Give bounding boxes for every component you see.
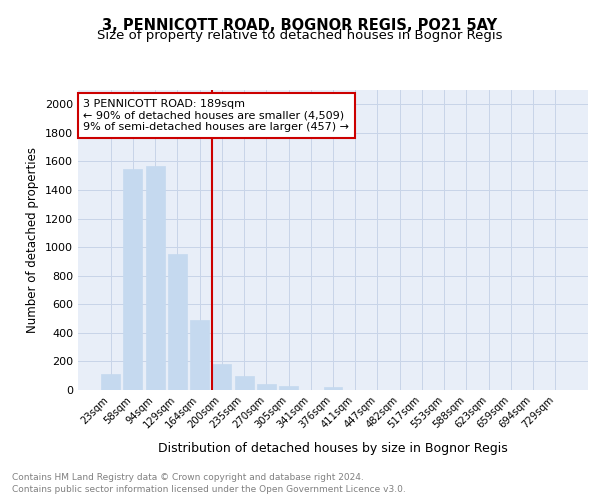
Text: 3 PENNICOTT ROAD: 189sqm
← 90% of detached houses are smaller (4,509)
9% of semi: 3 PENNICOTT ROAD: 189sqm ← 90% of detach… (83, 99, 349, 132)
Bar (257, 384, 276, 390)
Bar (212, 364, 231, 390)
Bar (279, 386, 298, 390)
X-axis label: Distribution of detached houses by size in Bognor Regis: Distribution of detached houses by size … (158, 442, 508, 454)
Text: Size of property relative to detached houses in Bognor Regis: Size of property relative to detached ho… (97, 29, 503, 42)
Text: Contains HM Land Registry data © Crown copyright and database right 2024.: Contains HM Land Registry data © Crown c… (12, 472, 364, 482)
Text: 3, PENNICOTT ROAD, BOGNOR REGIS, PO21 5AY: 3, PENNICOTT ROAD, BOGNOR REGIS, PO21 5A… (103, 18, 497, 32)
Bar (146, 166, 164, 390)
Bar (190, 320, 209, 390)
Bar (124, 170, 142, 390)
Bar (323, 387, 343, 390)
Bar (235, 376, 254, 390)
Text: Contains public sector information licensed under the Open Government Licence v3: Contains public sector information licen… (12, 485, 406, 494)
Bar (168, 254, 187, 390)
Y-axis label: Number of detached properties: Number of detached properties (26, 147, 40, 333)
Bar (101, 374, 120, 390)
